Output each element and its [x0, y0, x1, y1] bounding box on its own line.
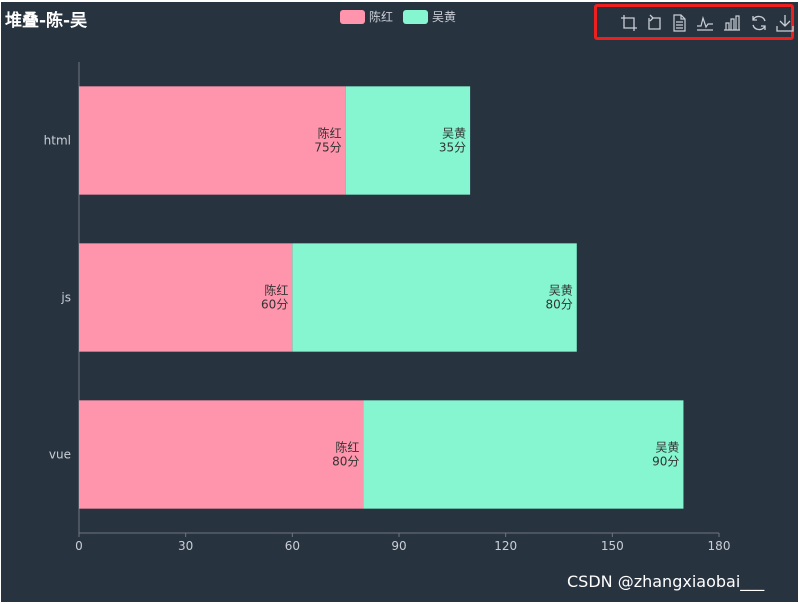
chart-title: 堆叠-陈-吴 [5, 11, 88, 31]
legend-swatch-wuhuang [403, 9, 429, 24]
y-tick-label: vue [49, 448, 71, 462]
bar-segment [79, 243, 293, 352]
watermark: CSDN @zhangxiaobai___ [567, 572, 765, 591]
data-label-value: 80分 [332, 455, 359, 469]
data-label-series: 陈红 [264, 283, 288, 298]
data-label-series: 陈红 [318, 126, 342, 141]
data-label-value: 75分 [314, 141, 341, 155]
bar-chart-icon[interactable] [723, 14, 741, 32]
bar-segment [363, 400, 684, 509]
legend: 陈红 吴黄 [340, 8, 466, 25]
data-label-series: 陈红 [335, 440, 359, 455]
data-label-series: 吴黄 [655, 441, 679, 455]
bar-segment [345, 86, 471, 195]
download-icon[interactable] [776, 14, 794, 32]
legend-swatch-chenhong [340, 9, 365, 24]
toolbox-highlight-box [594, 4, 794, 40]
document-icon[interactable] [670, 14, 688, 32]
x-tick-label: 180 [708, 539, 731, 553]
bar-segment [79, 86, 346, 195]
x-tick-label: 120 [494, 539, 517, 553]
x-tick-label: 60 [285, 539, 300, 553]
data-label-value: 80分 [545, 298, 572, 312]
y-tick-label: js [60, 291, 71, 305]
refresh-icon[interactable] [750, 14, 768, 32]
legend-item-chenhong[interactable]: 陈红 [340, 8, 393, 25]
x-tick-label: 90 [391, 539, 406, 553]
crop-back-icon[interactable] [645, 14, 663, 32]
data-label-value: 90分 [652, 455, 679, 469]
y-tick-label: html [44, 134, 71, 148]
line-chart-icon[interactable] [696, 14, 714, 32]
bar-segment [292, 243, 577, 352]
legend-label-chenhong: 陈红 [369, 10, 394, 24]
data-label-series: 吴黄 [549, 284, 573, 298]
bar-segment [79, 400, 364, 509]
data-label-series: 吴黄 [442, 127, 466, 141]
legend-item-wuhuang[interactable]: 吴黄 [403, 8, 456, 25]
crop-icon[interactable] [620, 14, 638, 32]
data-label-value: 35分 [439, 141, 466, 155]
x-tick-label: 30 [178, 539, 193, 553]
data-label-value: 60分 [261, 298, 288, 312]
x-tick-label: 0 [75, 539, 83, 553]
x-tick-label: 150 [601, 539, 624, 553]
legend-label-wuhuang: 吴黄 [432, 10, 457, 24]
